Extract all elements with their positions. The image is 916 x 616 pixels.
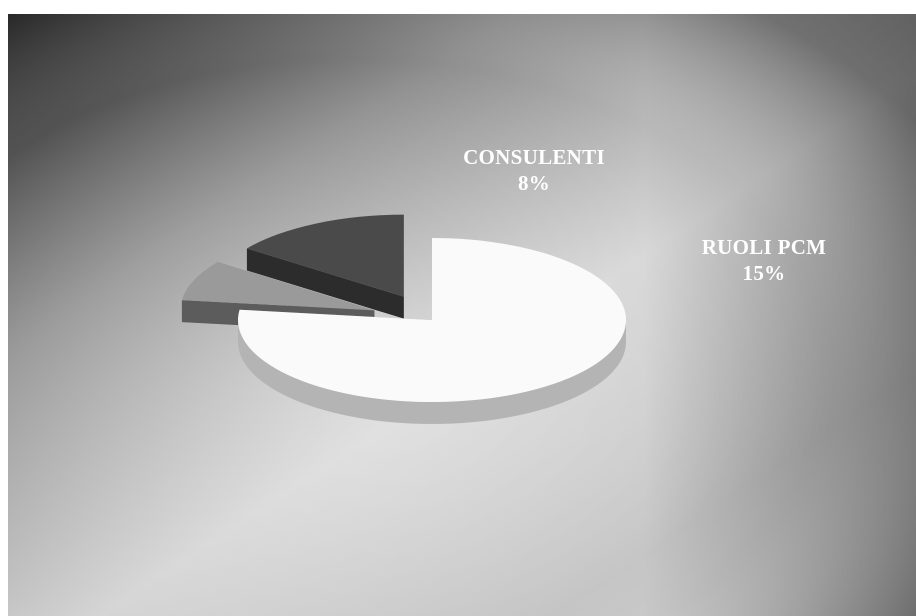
pie-slice-consulenti (181, 262, 375, 333)
slice-label-percent: 15% (743, 261, 786, 285)
pie-slice-top (246, 214, 404, 297)
slice-label-name: RUOLI PCM (702, 235, 827, 259)
pie-slice-top (181, 262, 375, 311)
pie-slice-top (238, 238, 627, 402)
pie-slice-other (238, 238, 627, 424)
slice-label-percent: 8% (518, 171, 550, 195)
pie-slice-wall (246, 248, 404, 319)
slice-label-name: CONSULENTI (463, 145, 605, 169)
pie-slice-ruoli-pcm (246, 214, 404, 319)
pie-plot-area (181, 214, 627, 424)
pie-slice-side (238, 320, 626, 424)
